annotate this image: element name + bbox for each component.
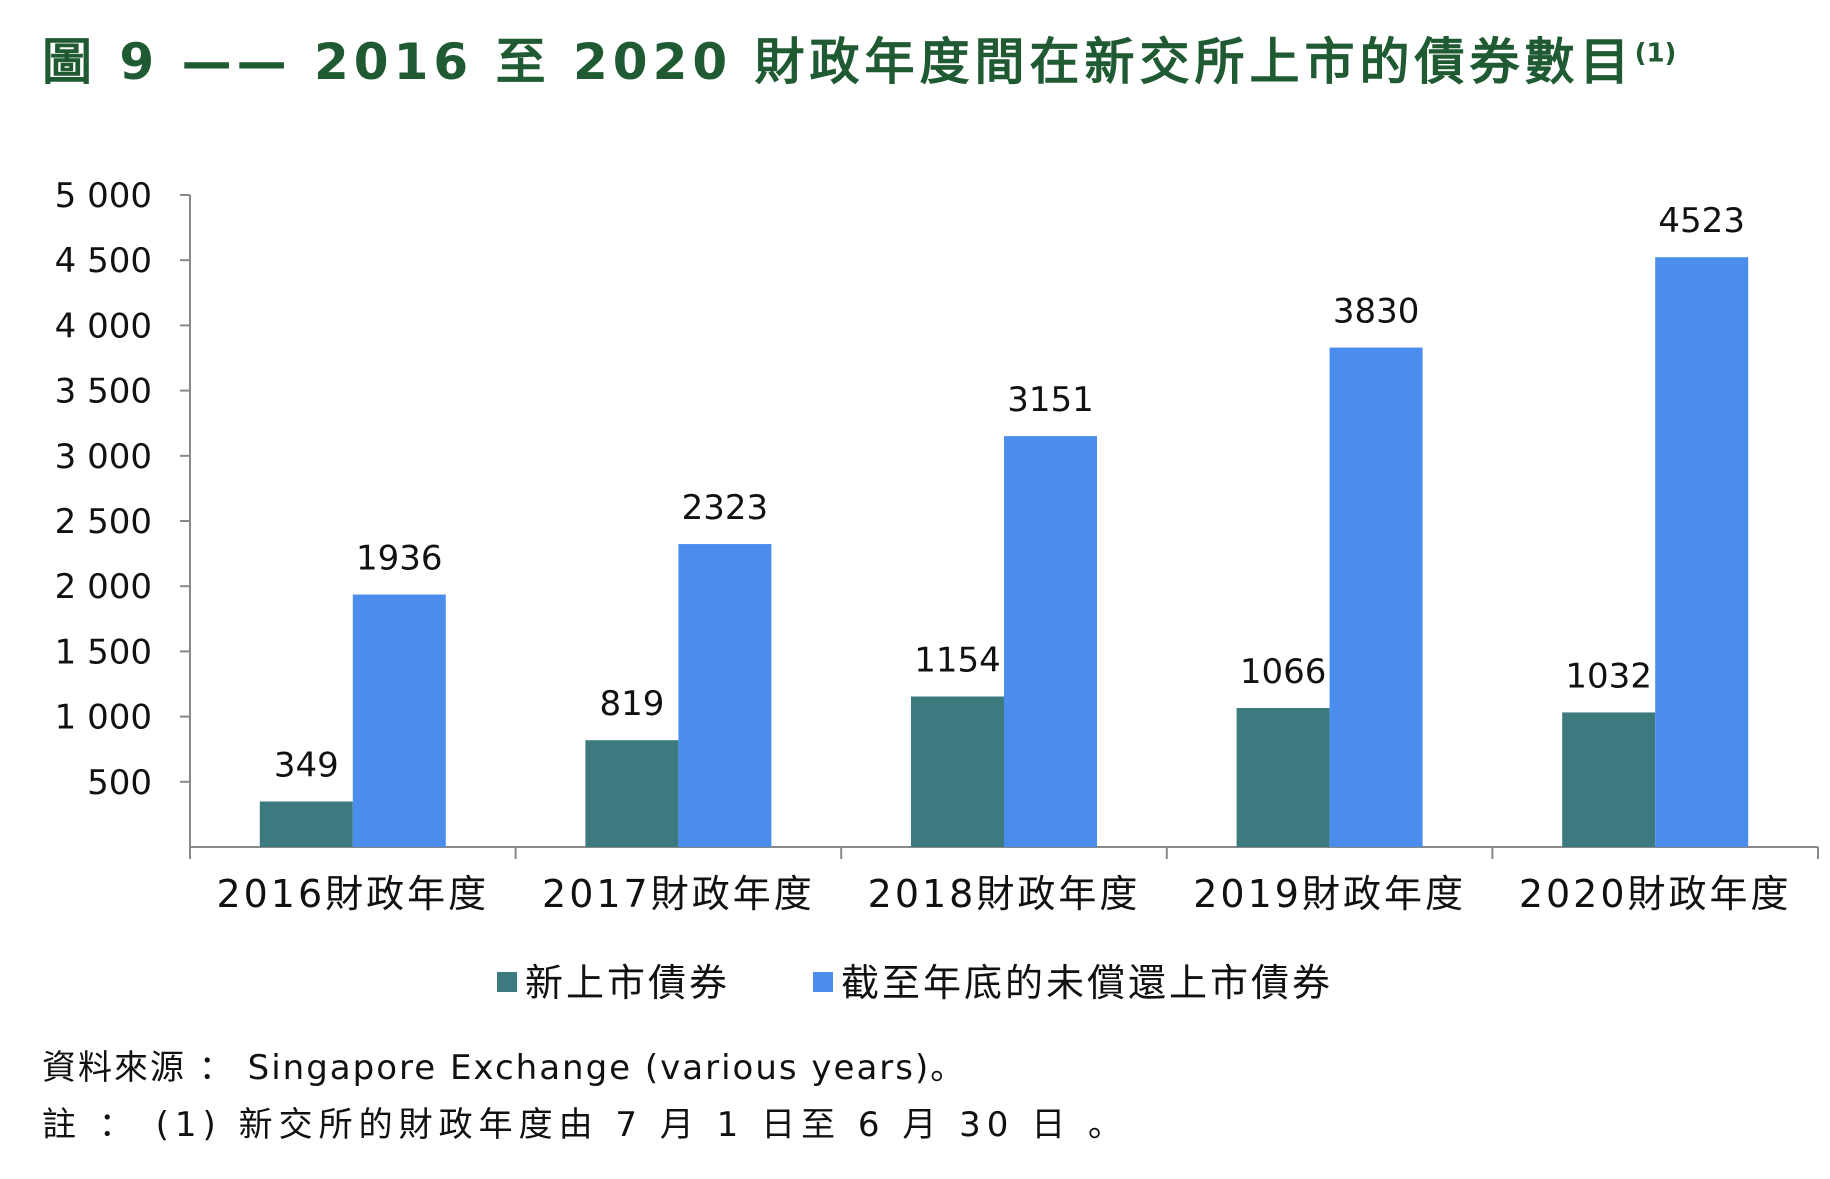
bar-value-label: 1936 <box>356 539 443 579</box>
bar-new-listings <box>911 696 1004 847</box>
footnote: 註 ： (1) 新交所的財政年度由 7 月 1 日至 6 月 30 日 。 <box>42 1105 1129 1145</box>
bar-value-label: 3830 <box>1333 292 1420 332</box>
bar-outstanding <box>1655 257 1749 847</box>
x-tick-label: 2017財政年度 <box>542 872 815 916</box>
x-tick-label: 2016財政年度 <box>216 872 489 916</box>
bars <box>259 257 1749 847</box>
bar-outstanding <box>1004 436 1097 847</box>
x-tick-label: 2020財政年度 <box>1519 872 1792 916</box>
bar-value-label: 349 <box>274 745 339 785</box>
bar-outstanding <box>352 594 446 847</box>
chart-title: 圖 9 —— 2016 至 2020 財政年度間在新交所上市的債券數目(1) <box>42 22 1676 94</box>
bar-new-listings <box>1562 712 1656 847</box>
bar-value-label: 1032 <box>1565 656 1652 696</box>
bar-new-listings <box>1236 707 1330 847</box>
bar-outstanding <box>1329 347 1423 847</box>
legend-label-new-listings: 新上市債券 <box>524 961 730 1005</box>
title-footnote-mark: (1) <box>1634 38 1677 69</box>
y-tick-label: 2 500 <box>55 502 152 542</box>
y-axis: 500 1 000 1 500 2 000 2 500 3 000 3 500 4 000 4 … <box>55 176 191 847</box>
x-tick-label: 2019財政年度 <box>1193 872 1466 916</box>
x-tick-label: 2018財政年度 <box>868 872 1141 916</box>
bar-value-label: 1066 <box>1240 652 1327 692</box>
y-tick-label: 1 000 <box>55 698 152 738</box>
legend-swatch-outstanding <box>813 972 834 992</box>
y-tick-label: 3 500 <box>55 372 152 412</box>
y-tick-label: 4 500 <box>55 241 152 281</box>
bar-value-label: 1154 <box>914 641 1001 681</box>
y-tick-label: 500 <box>87 763 152 803</box>
legend-item-new-listings: 新上市債券 <box>496 952 730 1007</box>
bar-value-label: 819 <box>599 684 664 724</box>
y-tick-label: 5 000 <box>55 176 152 216</box>
legend-label-outstanding: 截至年底的未償還上市債券 <box>841 961 1334 1005</box>
legend: 新上市債券 截至年底的未償還上市債券 <box>0 952 1830 1007</box>
y-tick-label: 1 500 <box>55 632 152 672</box>
bar-value-label: 2323 <box>682 488 769 528</box>
bar-value-label: 3151 <box>1007 380 1094 420</box>
bar-value-label: 4523 <box>1658 201 1745 241</box>
bar-new-listings <box>585 740 679 847</box>
y-tick-label: 4 000 <box>55 306 152 346</box>
y-tick-label: 3 000 <box>55 437 152 477</box>
bar-new-listings <box>259 801 353 847</box>
chart-title-text: 圖 9 —— 2016 至 2020 財政年度間在新交所上市的債券數目 <box>42 33 1635 91</box>
bar-value-labels: 349 819 1154 1066 1032 1936 2323 3151 3830 4523 <box>274 201 1745 785</box>
source-note: 資料來源 ： Singapore Exchange (various years… <box>42 1048 967 1088</box>
legend-swatch-new-listings <box>496 972 517 992</box>
legend-item-outstanding: 截至年底的未償還上市債券 <box>813 952 1333 1007</box>
y-tick-label: 2 000 <box>55 567 152 607</box>
bar-outstanding <box>678 544 772 847</box>
x-axis: 2016財政年度 2017財政年度 2018財政年度 2019財政年度 2020財政年度 <box>189 846 1819 916</box>
